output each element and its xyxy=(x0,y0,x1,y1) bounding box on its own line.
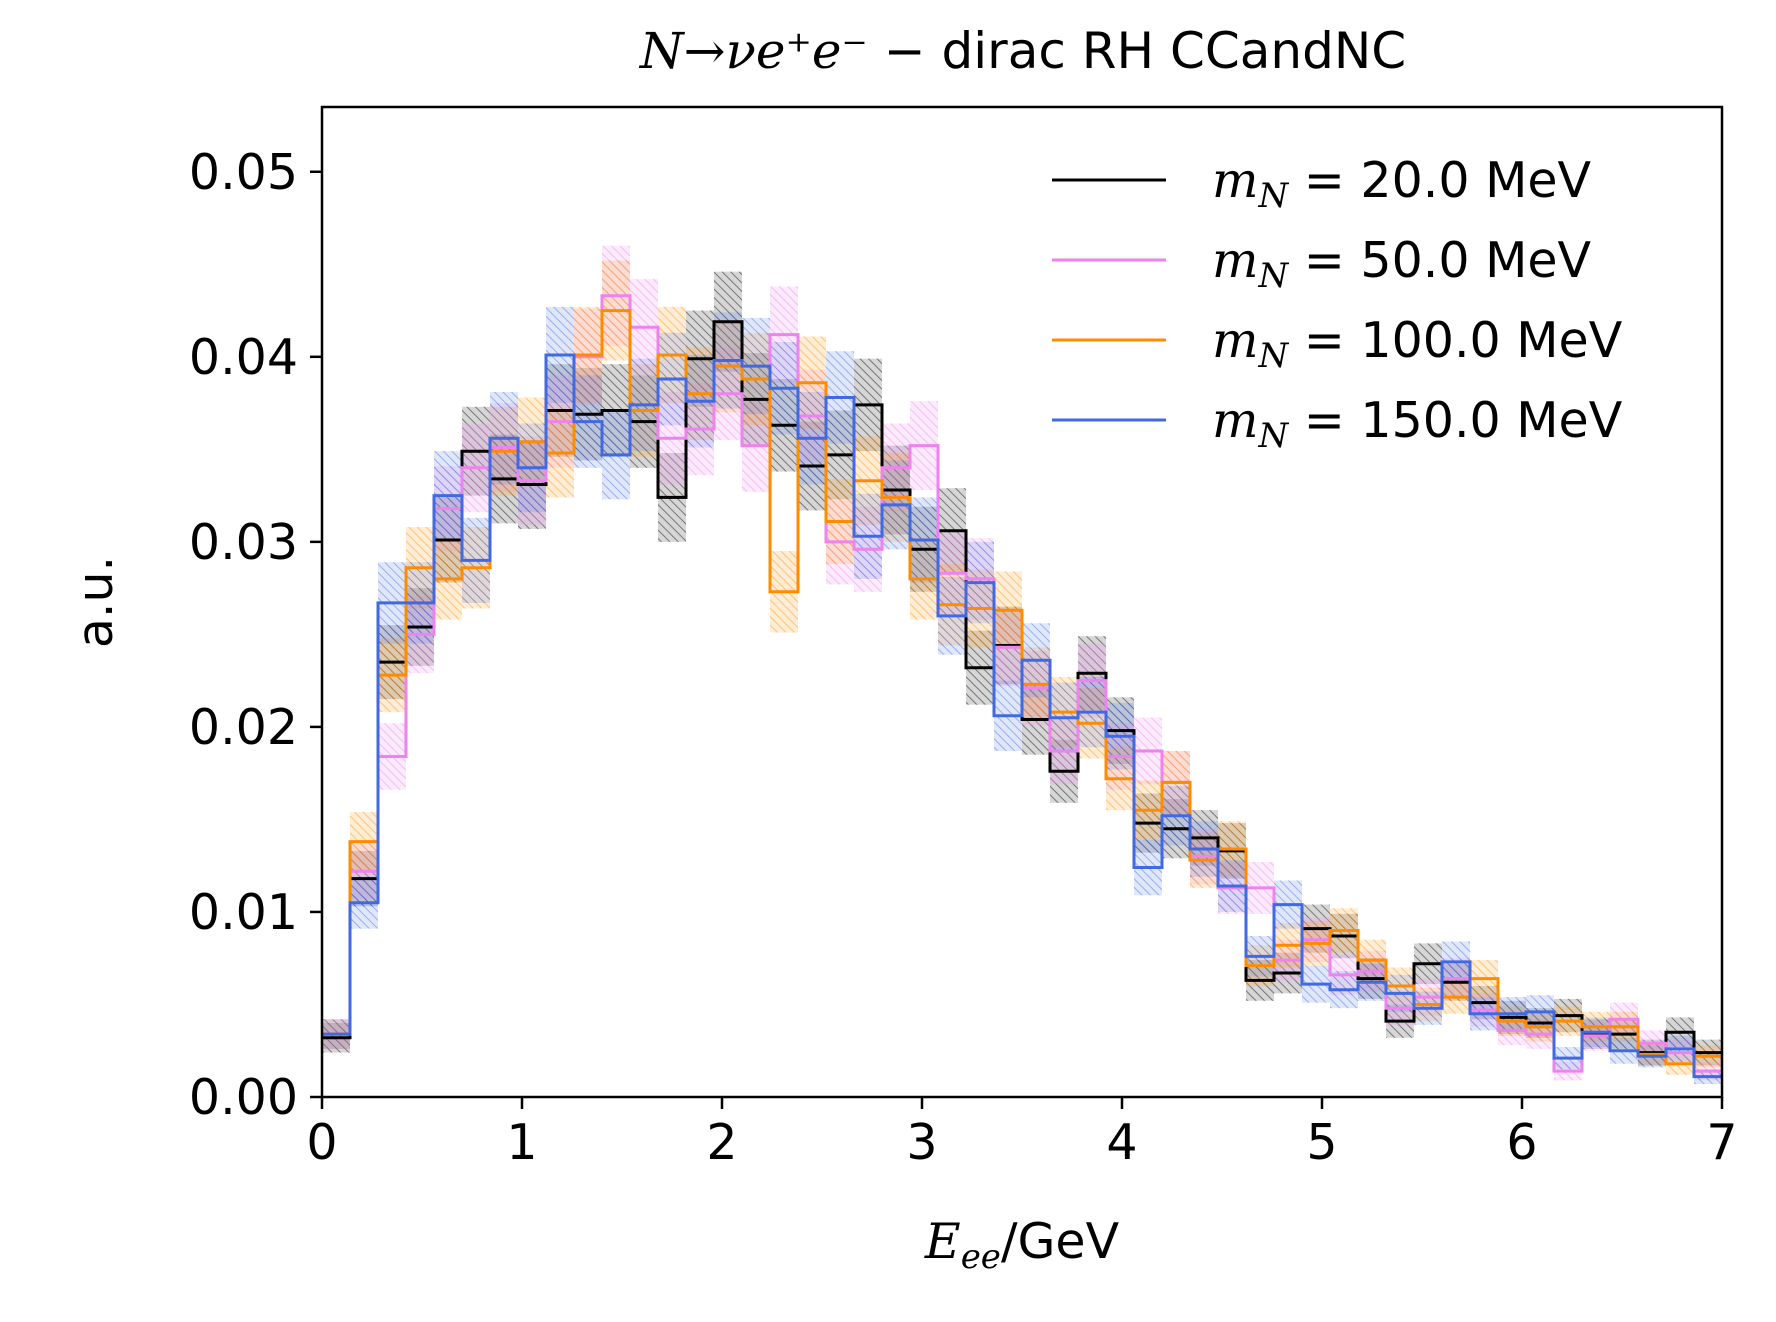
chart-title-text: − dirac RH CCandNC xyxy=(868,22,1406,80)
chart-title: N→νe⁺e⁻ − dirac RH CCandNC xyxy=(639,22,1406,80)
y-tick-label: 0.03 xyxy=(189,514,298,571)
y-tick-label: 0.00 xyxy=(189,1069,298,1126)
legend-label-sub: N xyxy=(1257,176,1289,216)
x-tick-label: 7 xyxy=(1706,1114,1737,1171)
legend-label: mN = 50.0 MeV xyxy=(1212,232,1592,296)
series-lines xyxy=(322,294,1722,1079)
x-axis-label-rest: /GeV xyxy=(1001,1213,1120,1270)
legend-label: mN = 150.0 MeV xyxy=(1212,392,1623,456)
legend-label: mN = 100.0 MeV xyxy=(1212,312,1623,376)
x-axis-label: Eee/GeV xyxy=(924,1213,1120,1277)
legend-label-sub: N xyxy=(1257,336,1289,376)
x-tick-label: 5 xyxy=(1306,1114,1337,1171)
legend-item-3: mN = 100.0 MeV xyxy=(1052,312,1623,376)
legend-label-math: m xyxy=(1212,312,1258,369)
y-axis-label: a.u. xyxy=(67,556,124,648)
x-tick-label: 6 xyxy=(1506,1114,1537,1171)
legend-label-rest: = 50.0 MeV xyxy=(1288,232,1591,289)
legend-label-sub: N xyxy=(1257,256,1289,296)
legend-item-2: mN = 50.0 MeV xyxy=(1052,232,1592,296)
x-tick-label: 0 xyxy=(306,1114,337,1171)
x-tick-label: 4 xyxy=(1106,1114,1137,1171)
legend-item-1: mN = 20.0 MeV xyxy=(1052,152,1592,216)
error-bands xyxy=(322,245,1722,1085)
y-tick-label: 0.02 xyxy=(189,699,298,756)
y-tick-label: 0.01 xyxy=(189,884,298,941)
x-tick-label: 3 xyxy=(906,1114,937,1171)
legend-label-rest: = 150.0 MeV xyxy=(1288,392,1622,449)
legend-label-rest: = 20.0 MeV xyxy=(1288,152,1591,209)
x-axis-label-sub: ee xyxy=(961,1237,1001,1277)
y-tick-label: 0.05 xyxy=(189,144,298,201)
legend-label-math: m xyxy=(1212,152,1258,209)
y-tick-label: 0.04 xyxy=(189,329,298,386)
y-axis-ticks: 0.00 0.01 0.02 0.03 0.04 0.05 xyxy=(189,144,322,1126)
legend-label-math: m xyxy=(1212,232,1258,289)
x-tick-label: 2 xyxy=(706,1114,737,1171)
series-line-4 xyxy=(322,353,1722,1079)
plot-frame xyxy=(320,105,1724,1099)
legend-label-math: m xyxy=(1212,392,1258,449)
legend-label-rest: = 100.0 MeV xyxy=(1288,312,1622,369)
chart-title-math: N→νe⁺e⁻ xyxy=(639,22,868,80)
legend-label: mN = 20.0 MeV xyxy=(1212,152,1592,216)
x-tick-label: 1 xyxy=(506,1114,537,1171)
legend-item-4: mN = 150.0 MeV xyxy=(1052,392,1623,456)
x-axis-ticks: 0 1 2 3 4 5 6 7 xyxy=(306,1097,1738,1171)
legend-label-sub: N xyxy=(1257,416,1289,456)
x-axis-label-math: E xyxy=(924,1213,961,1270)
